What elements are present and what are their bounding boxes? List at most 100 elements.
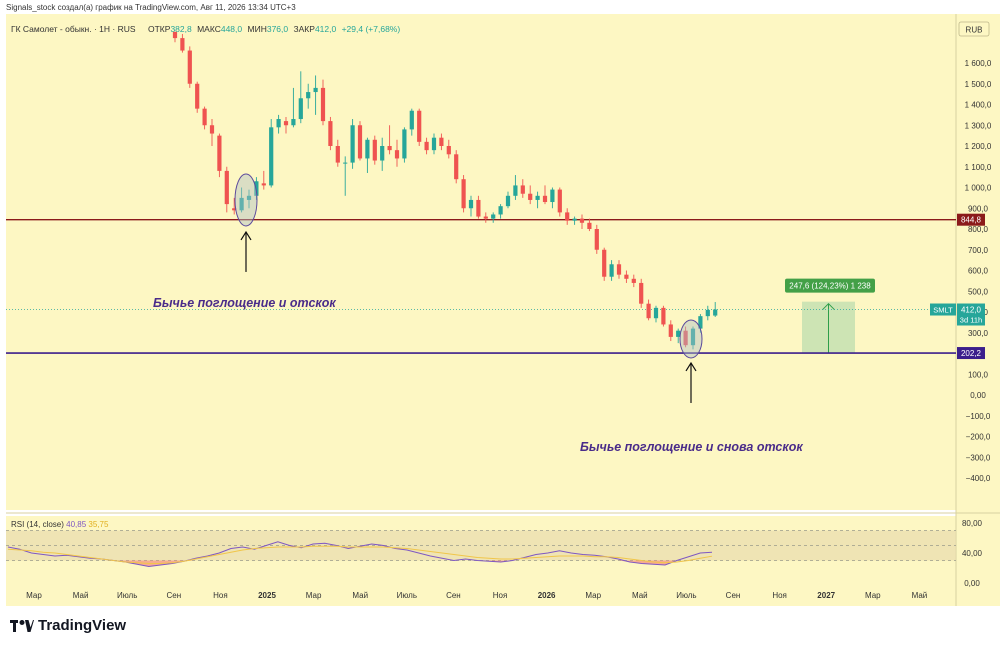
- candle-body: [431, 137, 437, 151]
- candle[interactable]: [232, 197, 237, 215]
- candle[interactable]: [343, 156, 348, 196]
- pattern-highlight-ellipse[interactable]: [679, 319, 703, 359]
- candle[interactable]: [276, 114, 281, 134]
- candle[interactable]: [609, 260, 614, 281]
- tradingview-logo-icon: [10, 619, 34, 632]
- candle[interactable]: [616, 260, 622, 279]
- candle[interactable]: [372, 135, 377, 165]
- candle[interactable]: [468, 195, 474, 217]
- candle[interactable]: [180, 33, 185, 53]
- candle[interactable]: [283, 116, 289, 134]
- candle-body: [528, 193, 533, 200]
- candle[interactable]: [646, 299, 651, 321]
- candle[interactable]: [357, 121, 363, 161]
- candle-body: [624, 274, 629, 279]
- candle[interactable]: [224, 166, 229, 213]
- candle[interactable]: [328, 116, 333, 151]
- price-tick-label: 1 200,0: [965, 142, 992, 151]
- candle[interactable]: [195, 81, 200, 113]
- candle[interactable]: [528, 185, 533, 205]
- candle[interactable]: [454, 150, 459, 184]
- candle[interactable]: [676, 328, 681, 344]
- candle[interactable]: [187, 46, 192, 88]
- pattern-highlight-ellipse[interactable]: [234, 173, 258, 227]
- candle-body: [572, 218, 577, 221]
- price-tick-label: 0,00: [970, 391, 986, 400]
- candle[interactable]: [535, 191, 540, 209]
- candle[interactable]: [246, 189, 252, 209]
- candle-body: [683, 330, 688, 346]
- candle[interactable]: [491, 212, 496, 223]
- candle[interactable]: [639, 278, 644, 308]
- candle[interactable]: [631, 274, 636, 288]
- candle[interactable]: [217, 133, 222, 178]
- current-price-label: 412,0: [961, 306, 982, 315]
- price-chart[interactable]: ГК Самолет - обыкн. · 1Н · RUS ОТКР382,8…: [0, 14, 1000, 606]
- price-tick-label: 300,0: [968, 329, 989, 338]
- candle-body: [661, 307, 666, 325]
- candle[interactable]: [365, 137, 370, 173]
- candle[interactable]: [461, 175, 466, 213]
- candle-body: [520, 185, 525, 194]
- candle[interactable]: [402, 127, 407, 163]
- time-axis-label: Май: [912, 591, 928, 600]
- candle[interactable]: [209, 119, 215, 146]
- candle[interactable]: [394, 139, 400, 167]
- candle-body: [535, 195, 540, 200]
- candle[interactable]: [439, 133, 444, 151]
- candle[interactable]: [505, 191, 511, 209]
- rsi-ma-line[interactable]: [7, 545, 713, 564]
- candle[interactable]: [557, 187, 562, 217]
- candle[interactable]: [550, 187, 555, 209]
- candle[interactable]: [498, 204, 503, 219]
- candle[interactable]: [313, 75, 318, 115]
- candle[interactable]: [431, 133, 437, 155]
- candle-body: [402, 129, 407, 159]
- candle[interactable]: [261, 170, 266, 190]
- candle[interactable]: [513, 175, 518, 200]
- candle[interactable]: [172, 31, 178, 43]
- candle[interactable]: [542, 185, 548, 205]
- candle[interactable]: [335, 139, 340, 167]
- candle[interactable]: [661, 305, 666, 327]
- candle[interactable]: [594, 224, 599, 254]
- candle[interactable]: [306, 83, 311, 109]
- candle[interactable]: [291, 87, 296, 128]
- time-axis-label: Мар: [26, 591, 42, 600]
- time-axis-label: Май: [73, 591, 89, 600]
- candle[interactable]: [683, 326, 688, 348]
- candle[interactable]: [202, 106, 207, 130]
- candle[interactable]: [579, 214, 585, 229]
- candle[interactable]: [624, 270, 629, 283]
- candle[interactable]: [380, 137, 385, 171]
- candle[interactable]: [476, 195, 481, 219]
- price-tick-label: 1 300,0: [965, 121, 992, 130]
- candle[interactable]: [602, 247, 607, 281]
- candle[interactable]: [668, 320, 673, 342]
- candle[interactable]: [417, 108, 422, 146]
- candle-body: [498, 206, 503, 215]
- candle[interactable]: [350, 119, 355, 169]
- candle[interactable]: [424, 137, 429, 155]
- resistance-price-label: 844,8: [961, 216, 982, 225]
- candle[interactable]: [565, 208, 570, 225]
- candle[interactable]: [239, 187, 244, 213]
- price-tick-label: 100,0: [968, 370, 989, 379]
- candle[interactable]: [587, 218, 592, 232]
- candle[interactable]: [713, 302, 718, 317]
- candle[interactable]: [269, 119, 274, 188]
- candle[interactable]: [298, 71, 303, 124]
- candle[interactable]: [572, 216, 577, 225]
- candle[interactable]: [409, 108, 414, 136]
- candle[interactable]: [446, 139, 451, 159]
- candle[interactable]: [483, 212, 488, 223]
- candle-body: [513, 185, 518, 196]
- candle[interactable]: [653, 305, 659, 323]
- candle[interactable]: [387, 125, 392, 155]
- candle[interactable]: [320, 79, 326, 126]
- candle[interactable]: [705, 305, 710, 321]
- candle[interactable]: [520, 179, 525, 198]
- candle[interactable]: [690, 326, 696, 350]
- currency-box[interactable]: [958, 21, 990, 37]
- time-axis-label: Ноя: [213, 591, 228, 600]
